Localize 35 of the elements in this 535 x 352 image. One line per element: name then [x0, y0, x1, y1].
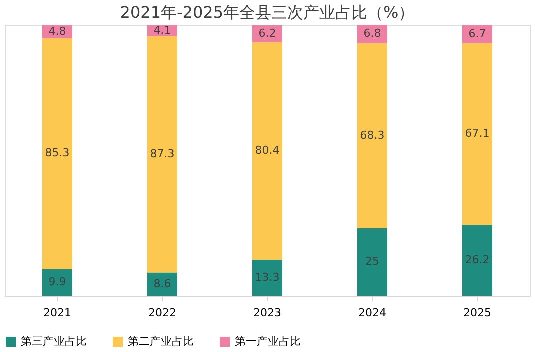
- chart-title: 2021年-2025年全县三次产业占比（%）: [120, 2, 415, 22]
- bar: [358, 43, 388, 228]
- data-label: 6.2: [258, 26, 276, 40]
- bar: [148, 272, 178, 296]
- bar: [252, 260, 282, 296]
- data-label: 25: [366, 255, 380, 268]
- bar: [358, 228, 388, 296]
- bar: [462, 43, 492, 226]
- legend-label: 第二产业占比: [128, 335, 194, 348]
- data-label: 85.3: [45, 146, 70, 160]
- bar: [462, 225, 492, 296]
- data-label: 80.4: [255, 144, 280, 158]
- data-label: 4.8: [48, 24, 66, 38]
- data-label: 87.3: [150, 148, 175, 161]
- data-label: 68.3: [360, 128, 385, 142]
- data-label: 67.1: [465, 127, 490, 140]
- data-label: 8.6: [154, 277, 172, 290]
- bar: [42, 269, 72, 296]
- legend-label: 第一产业占比: [235, 335, 301, 348]
- bar: [42, 38, 72, 270]
- data-label: 26.2: [465, 254, 490, 267]
- data-label: 13.3: [255, 270, 280, 284]
- x-tick-label: 2025: [464, 306, 492, 320]
- x-tick-label: 2023: [254, 306, 282, 320]
- x-tick-label: 2021: [44, 306, 72, 320]
- data-label: 4.1: [154, 24, 172, 37]
- bar: [252, 26, 282, 42]
- data-label: 9.9: [48, 276, 66, 289]
- data-label: 6.7: [468, 27, 486, 40]
- x-tick-label: 2022: [148, 306, 176, 320]
- x-tick-label: 2024: [358, 306, 386, 320]
- data-label: 6.8: [364, 27, 382, 40]
- legend-label: 第三产业占比: [21, 335, 87, 348]
- bar: [252, 42, 282, 260]
- bar: [148, 36, 178, 273]
